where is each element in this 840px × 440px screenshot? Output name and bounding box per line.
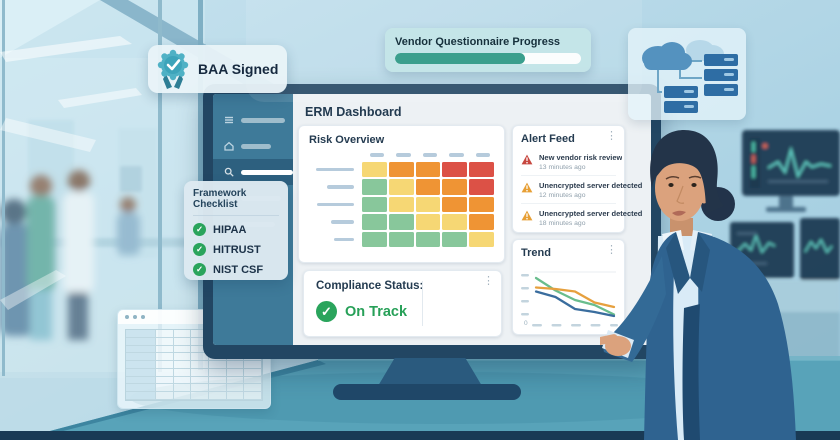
alert-title: New vendor risk review xyxy=(539,153,623,162)
server-stack-icons xyxy=(664,54,738,113)
checklist-item-hitrust: ✓ HITRUST xyxy=(193,243,279,256)
divider xyxy=(422,281,423,326)
checklist-item-hipaa: ✓ HIPAA xyxy=(193,223,279,236)
alert-item[interactable]: New vendor risk review 13 minutes ago xyxy=(521,148,622,175)
lips xyxy=(672,210,686,216)
vendor-progress-label: Vendor Questionnaire Progress xyxy=(395,36,561,48)
baa-signed-label: BAA Signed xyxy=(198,61,279,77)
sidebar-item-search-active[interactable] xyxy=(213,159,293,185)
alert-severity-icon xyxy=(521,182,533,193)
checklist-item-nist-csf: ✓ NIST CSF xyxy=(193,263,279,276)
check-circle-icon: ✓ xyxy=(193,263,206,276)
lapel-right xyxy=(690,232,710,292)
search-icon xyxy=(224,167,234,177)
risk-overview-card: Risk Overview xyxy=(298,125,505,263)
check-circle-icon: ✓ xyxy=(193,223,206,236)
dashboard-title: ERM Dashboard xyxy=(305,105,402,119)
risk-overview-title: Risk Overview xyxy=(309,134,385,146)
monitor-stand xyxy=(378,358,482,386)
compliance-label: Compliance Status: xyxy=(316,280,424,292)
nose xyxy=(676,185,685,204)
eyebrows xyxy=(665,175,702,180)
alert-title: Unencrypted server detected xyxy=(539,181,643,190)
face xyxy=(655,155,705,221)
compliance-card: Compliance Status: ⋮ ✓ On Track xyxy=(303,270,502,337)
sidebar-item-menu[interactable] xyxy=(213,107,293,133)
kebab-menu-icon[interactable]: ⋮ xyxy=(606,244,617,256)
compliance-status-text: On Track xyxy=(345,303,408,320)
sidebar-item-home[interactable] xyxy=(213,133,293,159)
alert-severity-icon xyxy=(521,154,533,165)
kebab-menu-icon[interactable]: ⋮ xyxy=(606,130,617,142)
blazer-closure xyxy=(682,304,700,440)
blurred-hospital-staff xyxy=(0,170,140,340)
cloud-servers-card xyxy=(628,28,746,120)
y-zero-label: 0 xyxy=(524,320,528,327)
alert-severity-icon xyxy=(521,210,533,221)
pointing-hand xyxy=(600,334,631,356)
compliance-status: ✓ On Track xyxy=(316,301,489,322)
nav-label-placeholder xyxy=(241,143,271,149)
cloud-network-icon xyxy=(642,40,738,113)
window-dot xyxy=(125,315,129,319)
alert-item[interactable]: Unencrypted server detected 18 minutes a… xyxy=(521,203,642,231)
alert-time: 13 minutes ago xyxy=(539,164,586,171)
woman-figure xyxy=(600,130,796,440)
baa-signed-card: BAA Signed xyxy=(148,45,287,93)
nav-label-placeholder xyxy=(241,169,293,175)
alert-time: 12 minutes ago xyxy=(539,192,586,199)
lapel-left xyxy=(666,232,690,294)
kebab-menu-icon[interactable]: ⋮ xyxy=(483,275,494,287)
home-icon xyxy=(224,141,234,151)
risk-heatmap xyxy=(309,153,496,247)
y-axis-placeholder-ticks xyxy=(521,274,529,316)
alert-feed-title: Alert Feed xyxy=(521,133,575,145)
hair xyxy=(650,130,724,214)
checklist-label: NIST CSF xyxy=(213,263,264,276)
alert-title: Unencrypted server detected xyxy=(539,209,643,218)
window-dot xyxy=(141,315,145,319)
check-circle-icon: ✓ xyxy=(316,301,337,322)
window-dot xyxy=(133,315,137,319)
trend-title: Trend xyxy=(521,247,551,259)
framework-checklist-title: Framework Checklist xyxy=(193,188,279,216)
vendor-progress-fill xyxy=(395,53,526,64)
menu-icon xyxy=(225,116,233,124)
glass-reflections xyxy=(0,36,142,310)
framework-checklist-card: Framework Checklist ✓ HIPAA ✓ HITRUST ✓ … xyxy=(184,181,288,280)
blazer-right xyxy=(694,232,796,440)
award-badge-icon xyxy=(157,49,189,89)
ceiling-panel xyxy=(0,0,100,58)
trend-card: Trend ⋮ 0 xyxy=(512,239,625,335)
x-axis-placeholder-ticks xyxy=(532,324,618,327)
cloud-front-icon xyxy=(642,42,692,70)
monitor-base xyxy=(333,384,521,400)
progress-bar xyxy=(395,53,581,64)
vendor-progress-card: Vendor Questionnaire Progress xyxy=(385,28,591,72)
checklist-label: HIPAA xyxy=(213,223,247,236)
alert-feed-card: Alert Feed ⋮ New vendor risk review 13 m… xyxy=(512,125,642,233)
alert-item[interactable]: Unencrypted server detected 12 minutes a… xyxy=(521,175,642,203)
nav-label-placeholder xyxy=(241,117,285,123)
alert-time: 18 minutes ago xyxy=(539,220,586,227)
check-circle-icon: ✓ xyxy=(193,243,206,256)
trend-chart: 0 xyxy=(521,271,618,327)
checklist-label: HITRUST xyxy=(213,243,261,256)
eyes xyxy=(668,183,697,187)
